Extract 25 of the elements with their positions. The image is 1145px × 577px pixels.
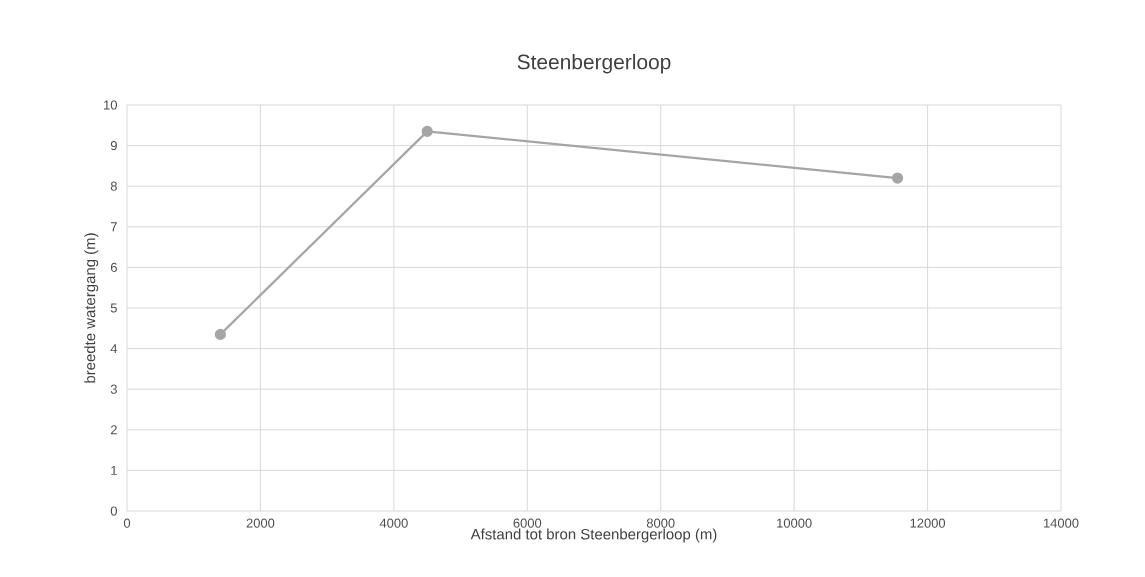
x-tick-label: 12000: [910, 518, 946, 528]
point: [421, 125, 433, 137]
x-tick-label: 4000: [379, 518, 408, 528]
point: [214, 328, 226, 340]
point: [891, 172, 904, 184]
x-tick-label: 0: [123, 518, 131, 528]
x-tick-label: 14000: [1043, 518, 1079, 528]
x-tick-label: 6000: [513, 518, 542, 528]
y-tick-label: 9: [110, 141, 117, 151]
x-tick-label: 8000: [646, 518, 675, 528]
y-tick-label: 5: [110, 303, 117, 313]
y-tick-label: 3: [110, 384, 117, 394]
chart-title: Steenbergerloop: [517, 54, 671, 74]
y-tick-label: 10: [104, 100, 117, 110]
y-tick-label: 0: [110, 506, 117, 516]
y-tick-label: 6: [110, 262, 117, 272]
y-tick-label: 2: [110, 425, 117, 435]
y-tick-label: 1: [111, 465, 117, 475]
y-tick-label: 7: [110, 222, 117, 232]
x-tick-label: 10000: [777, 518, 812, 528]
y-tick-label: 4: [110, 344, 118, 354]
y-tick-label: 8: [110, 181, 117, 191]
y-axis-title: breedte watergang (m): [84, 233, 99, 383]
x-tick-label: 2000: [246, 518, 275, 528]
x-axis-title: Afstand tot bron Steenbergerloop (m): [470, 528, 717, 543]
